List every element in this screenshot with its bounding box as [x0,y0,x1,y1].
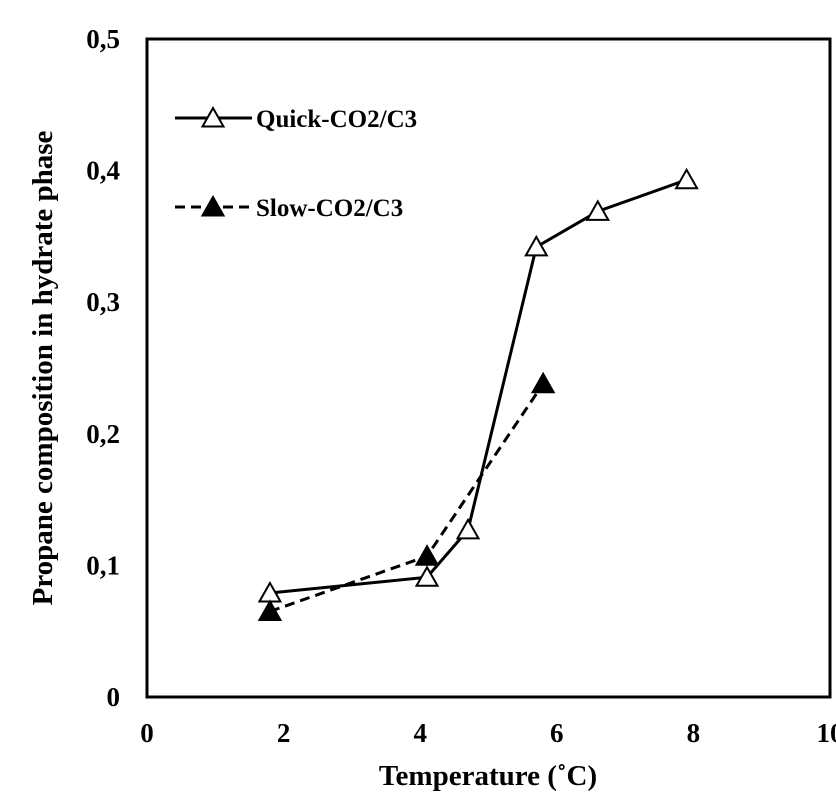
series-line [269,382,545,613]
data-point-marker [674,167,699,190]
x-tick-label: 4 [413,718,427,748]
data-point-marker [455,517,481,540]
data-point-marker [585,199,610,221]
x-tick-label: 6 [550,718,564,748]
series-layer [257,167,699,621]
data-point-marker [530,371,556,394]
series-0 [257,167,699,603]
x-tick-label: 2 [277,718,291,748]
legend-marker [200,105,226,128]
legend-item: Quick-CO2/C3 [175,105,417,133]
y-axis-ticks: 0 0,1 0,2 0,3 0,4 0,5 [86,24,120,712]
x-axis-ticks: 0 2 4 6 8 10 [140,718,836,748]
series-1 [257,371,556,621]
data-point-marker [257,599,283,621]
legend-marker [200,194,226,217]
y-tick-label: 0 [107,682,121,712]
x-tick-label: 8 [687,718,701,748]
x-tick-label: 10 [817,718,836,748]
data-point-marker [414,544,440,566]
legend-label: Quick-CO2/C3 [256,106,417,133]
plot-area-frame [145,37,832,699]
y-tick-label: 0,3 [86,287,120,317]
x-tick-label: 0 [140,718,154,748]
legend-item: Slow-CO2/C3 [175,194,403,222]
y-tick-label: 0,4 [86,156,120,186]
y-tick-label: 0,1 [86,550,120,580]
x-axis-label: Temperature (˚C) [379,760,597,792]
data-point-marker [524,234,549,257]
legend-label: Slow-CO2/C3 [256,195,403,222]
y-tick-label: 0,2 [86,419,120,449]
y-axis-label: Propane composition in hydrate phase [27,130,59,605]
y-tick-label: 0,5 [86,24,120,54]
series-line [269,178,688,595]
legend: Quick-CO2/C3 Slow-CO2/C3 [175,105,417,222]
data-point-marker [414,565,440,587]
